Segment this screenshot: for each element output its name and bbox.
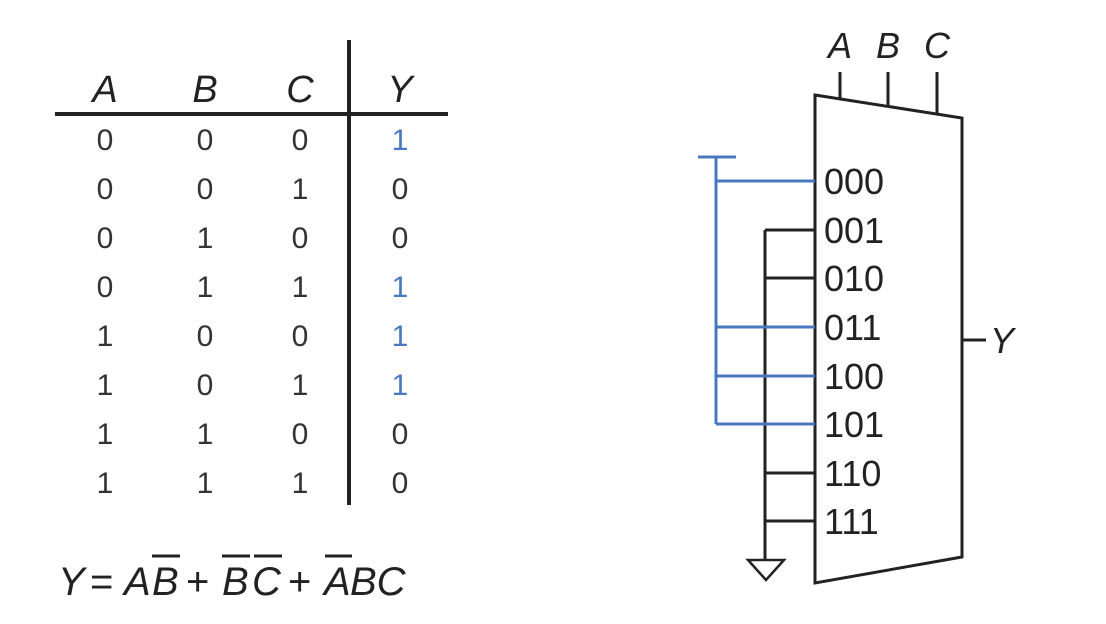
column-header-b: B <box>192 69 217 111</box>
input-cell: 1 <box>197 271 214 304</box>
output-cell: 0 <box>392 467 409 500</box>
output-cell: 1 <box>392 369 409 402</box>
input-cell: 0 <box>197 320 214 353</box>
multiplexer: Y A B C 000 001 010 011 100 101 110 111 <box>698 25 1017 585</box>
select-label-c: C <box>924 25 951 66</box>
output-cell: 1 <box>392 320 409 353</box>
input-cell: 1 <box>197 467 214 500</box>
select-label-b: B <box>876 25 900 66</box>
input-cell: 1 <box>97 369 114 402</box>
column-header-c: C <box>286 69 314 111</box>
eq-t1-a: A <box>122 560 149 604</box>
input-cell: 0 <box>292 222 309 255</box>
output-cell: 0 <box>392 173 409 206</box>
eq-t3-bc: BC <box>350 560 407 604</box>
column-header-y: Y <box>387 69 415 111</box>
column-header-a: A <box>90 69 117 111</box>
eq-equals: = <box>90 560 113 604</box>
input-cell: 0 <box>97 124 114 157</box>
output-cell: 0 <box>392 418 409 451</box>
svg-text:Y = A B: Y = A B + B C + A BC <box>58 560 407 604</box>
eq-plus-1: + <box>186 560 209 604</box>
eq-t2-bbar: B <box>222 560 249 604</box>
input-label-001: 001 <box>824 210 884 251</box>
mux-body <box>813 93 964 585</box>
input-cell: 0 <box>197 173 214 206</box>
eq-t1-bbar: B <box>152 560 179 604</box>
ground-icon <box>745 558 787 582</box>
input-cell: 1 <box>292 369 309 402</box>
output-label: Y <box>990 320 1017 361</box>
output-cell: 1 <box>392 124 409 157</box>
input-cell: 1 <box>197 222 214 255</box>
eq-plus-2: + <box>288 560 311 604</box>
input-cell: 1 <box>292 173 309 206</box>
input-cell: 0 <box>197 124 214 157</box>
output-cell: 0 <box>392 222 409 255</box>
truth-table: A B C Y 0 0 0 1 0 0 1 0 0 1 0 0 0 1 1 1 1 0 0 1 1 0 1 1 1 1 0 0 1 1 1 0 <box>55 40 448 505</box>
input-cell: 0 <box>97 271 114 304</box>
eq-lhs: Y <box>58 560 88 604</box>
output-cell: 1 <box>392 271 409 304</box>
input-cell: 1 <box>197 418 214 451</box>
input-label-101: 101 <box>824 404 884 445</box>
input-cell: 1 <box>97 320 114 353</box>
input-cell: 0 <box>292 418 309 451</box>
input-cell: 0 <box>97 173 114 206</box>
input-label-000: 000 <box>824 161 884 202</box>
input-label-100: 100 <box>824 356 884 397</box>
input-label-111: 111 <box>824 501 879 542</box>
input-cell: 0 <box>97 222 114 255</box>
select-label-a: A <box>826 25 852 66</box>
input-cell: 1 <box>292 271 309 304</box>
input-label-011: 011 <box>824 307 881 348</box>
input-label-110: 110 <box>824 453 881 494</box>
input-cell: 1 <box>292 467 309 500</box>
input-cell: 0 <box>197 369 214 402</box>
input-cell: 1 <box>97 467 114 500</box>
input-cell: 0 <box>292 124 309 157</box>
eq-t3-abar: A <box>322 560 349 604</box>
input-cell: 0 <box>292 320 309 353</box>
boolean-equation: Y = A B + B C + A BC <box>58 554 407 604</box>
input-label-010: 010 <box>824 258 884 299</box>
eq-t2-cbar: C <box>252 560 282 604</box>
input-cell: 1 <box>97 418 114 451</box>
